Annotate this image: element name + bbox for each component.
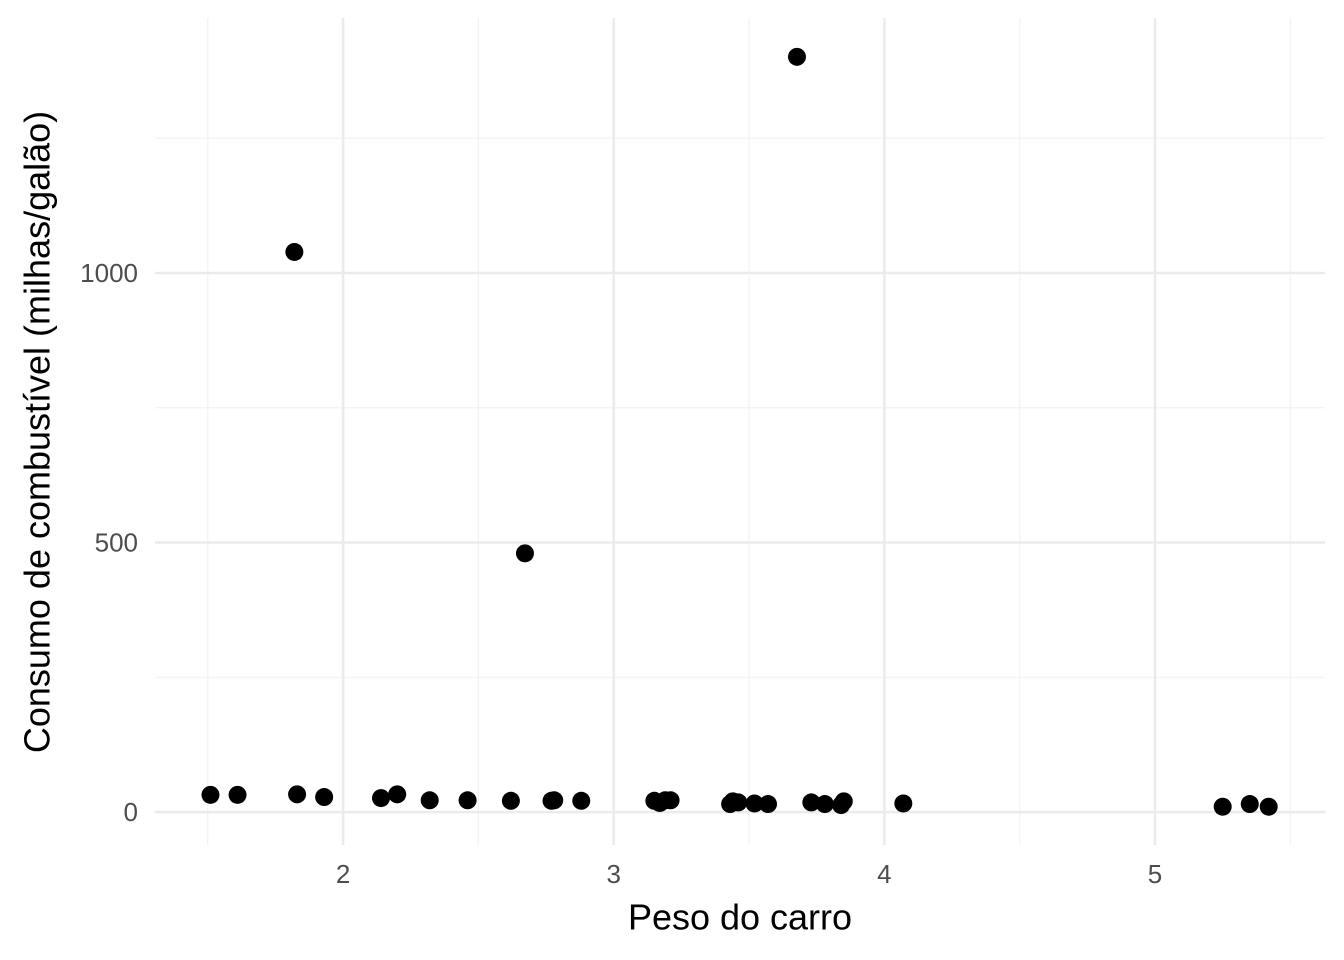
point (1240, 795, 1259, 814)
point (501, 791, 520, 810)
points (201, 47, 1278, 816)
point (228, 785, 247, 804)
point (661, 791, 680, 810)
point (572, 791, 591, 810)
point (288, 785, 307, 804)
y-tick-label: 1000 (80, 258, 138, 288)
x-axis-title: Peso do carro (628, 897, 852, 938)
point (894, 794, 913, 813)
point (515, 544, 534, 563)
point (420, 791, 439, 810)
point (458, 791, 477, 810)
point (815, 795, 834, 814)
point (729, 793, 748, 812)
point (285, 242, 304, 261)
point (545, 791, 564, 810)
point (787, 47, 806, 66)
x-tick-label: 4 (877, 859, 891, 889)
point (371, 789, 390, 808)
y-tick-label: 500 (95, 527, 138, 557)
point (759, 795, 778, 814)
x-tick-label: 5 (1148, 859, 1162, 889)
point (315, 788, 334, 807)
point (745, 794, 764, 813)
x-tick-label: 3 (607, 859, 621, 889)
point (802, 793, 821, 812)
y-tick-label: 0 (124, 797, 138, 827)
grid (155, 18, 1325, 845)
point (1259, 797, 1278, 816)
point (1213, 797, 1232, 816)
point (834, 792, 853, 811)
x-tick-label: 2 (336, 859, 350, 889)
y-axis-title: Consumo de combustível (milhas/galão) (17, 111, 58, 753)
point (388, 785, 407, 804)
point (201, 785, 220, 804)
